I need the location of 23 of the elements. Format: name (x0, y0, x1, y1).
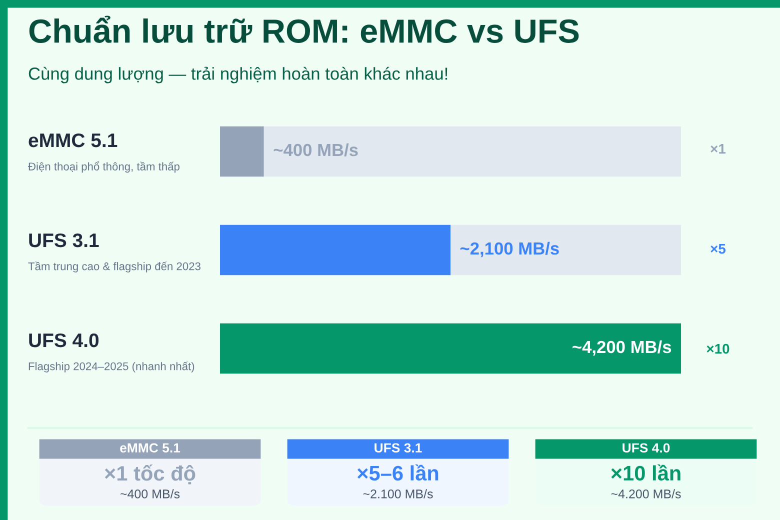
data-label: ~400 MB/s (274, 143, 358, 156)
text: UFS 4.0 (622, 443, 670, 453)
text: ~4.200 MB/s (611, 489, 681, 498)
text: ×10 (706, 344, 730, 354)
y-tick-label: UFS 3.1 (29, 233, 99, 248)
text: ×5 (710, 244, 726, 254)
text: ~400 MB/s (120, 489, 180, 498)
data-label: ~4,200 MB/s (572, 340, 672, 356)
text: ~2.100 MB/s (363, 489, 433, 498)
text: UFS 3.1 (374, 443, 422, 453)
text: eMMC 5.1 (120, 443, 180, 453)
text: ×1 (710, 144, 726, 154)
text: ×10 lần (611, 464, 680, 481)
text: ×1 tốc độ (104, 464, 196, 484)
chart-subtitle: Cùng dung lượng — trải nghiệm hoàn toàn khác nhau! (28, 66, 448, 84)
chart-title: Chuẩn lưu trữ ROM: eMMC vs UFS (29, 16, 579, 43)
text: Tầm trung cao & flagship đến 2023 (28, 262, 200, 272)
text: Flagship 2024–2025 (nhanh nhất) (28, 362, 194, 372)
text: ×5–6 lần (357, 464, 438, 481)
text: Điện thoại phổ thông, tầm thấp (28, 161, 180, 173)
data-label: ~2,100 MB/s (460, 242, 559, 258)
y-tick-label: UFS 4.0 (29, 333, 99, 348)
y-tick-label: eMMC 5.1 (28, 133, 118, 148)
